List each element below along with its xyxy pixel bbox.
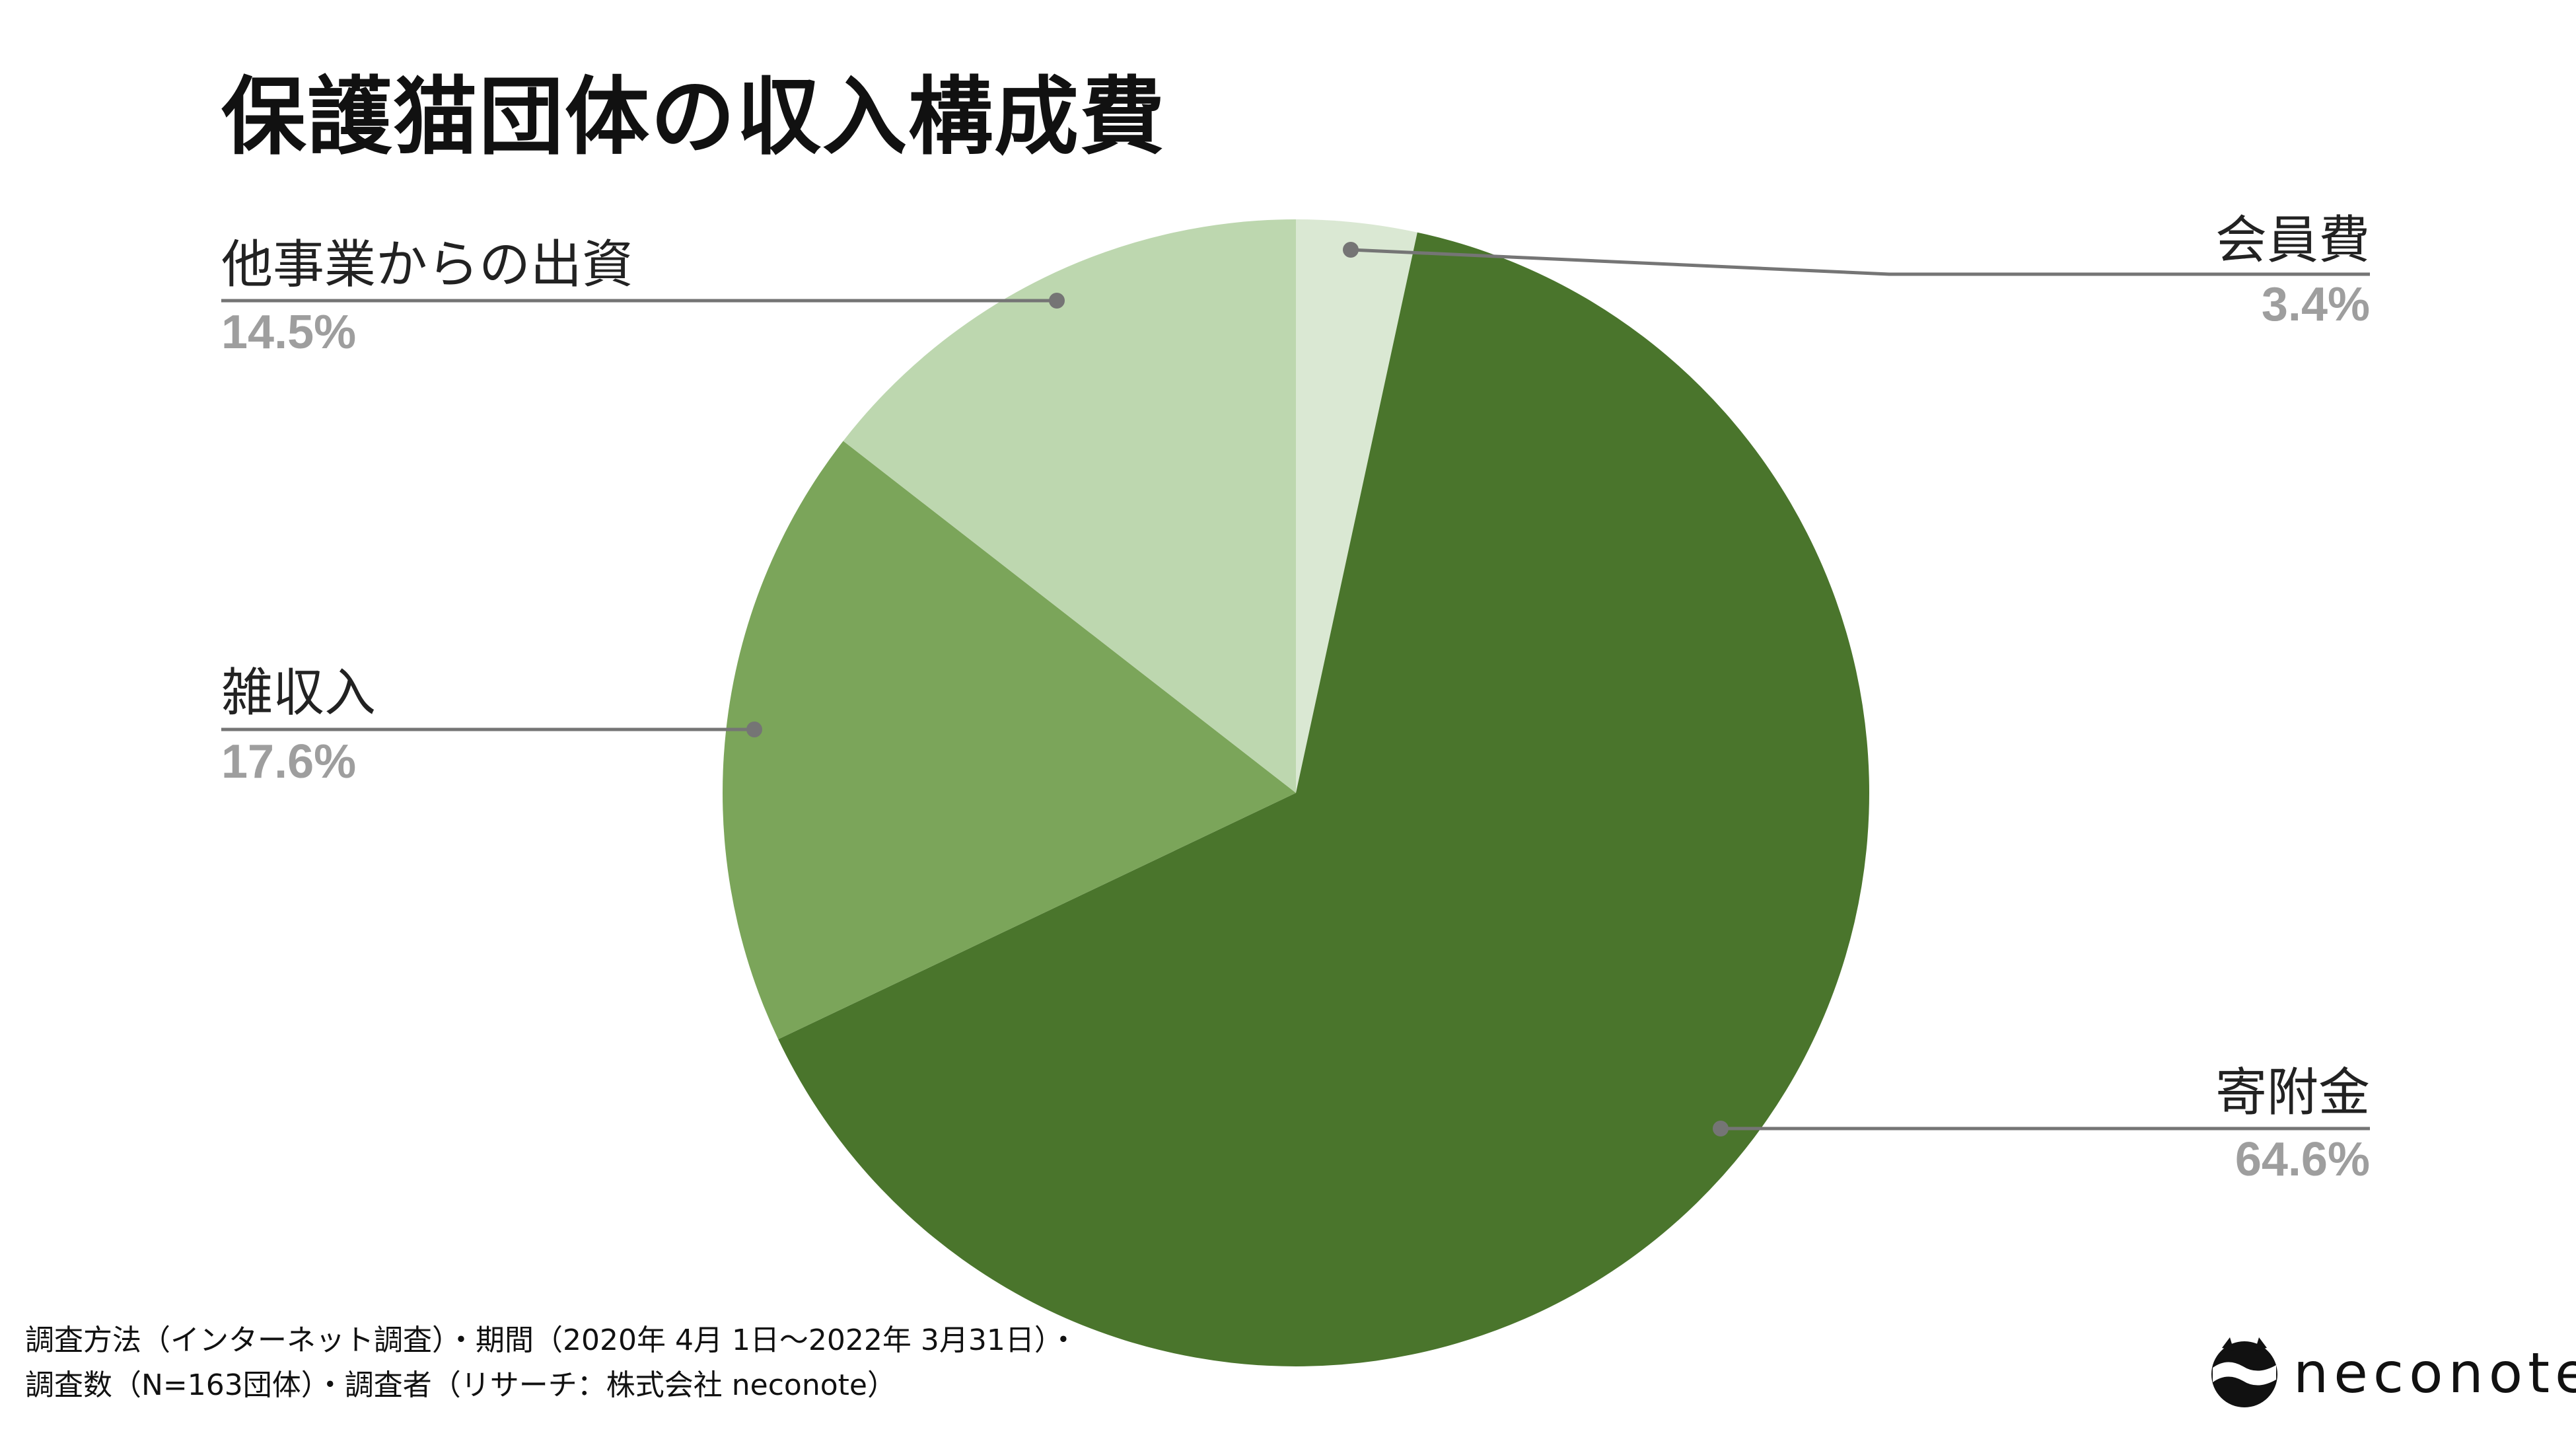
leader-dot-other-business xyxy=(1049,293,1065,309)
slice-value-misc-income: 17.6% xyxy=(221,735,357,788)
pie-slices xyxy=(723,219,1869,1366)
footnote-line-1: 調査方法（インターネット調査）・期間（2020年 4月 1日〜2022年 3月3… xyxy=(25,1323,1078,1357)
logo-wordmark: neconote xyxy=(2293,1341,2576,1405)
survey-footnote: 調査方法（インターネット調査）・期間（2020年 4月 1日〜2022年 3月3… xyxy=(25,1318,1078,1408)
leader-line-membership xyxy=(1350,248,2370,276)
leader-dot-membership xyxy=(1343,242,1359,258)
leader-dot-donation xyxy=(1713,1121,1729,1136)
pie-slice-misc-income xyxy=(723,441,1296,1039)
cat-logo-icon xyxy=(2211,1337,2277,1407)
slice-value-membership: 3.4% xyxy=(2261,278,2370,331)
slice-value-donation: 64.6% xyxy=(2235,1133,2370,1186)
slice-value-other-business: 14.5% xyxy=(221,306,357,359)
leader-lines xyxy=(221,242,2370,1136)
footnote-line-2: 調査数（N=163団体）・調査者（リサーチ：株式会社 neconote） xyxy=(25,1368,896,1403)
slice-label-membership: 会員費 xyxy=(2215,211,2370,270)
pie-slice-membership xyxy=(1296,219,1417,793)
slice-label-misc-income: 雑収入 xyxy=(221,663,376,723)
neconote-logo: neconote xyxy=(2205,1330,2576,1416)
slice-label-donation: 寄附金 xyxy=(2215,1063,2370,1123)
pie-slice-other-business xyxy=(843,219,1296,793)
pie-slice-donation xyxy=(778,232,1869,1366)
chart-title: 保護猫団体の収入構成費 xyxy=(221,68,1166,167)
slice-label-other-business: 他事業からの出資 xyxy=(221,235,634,295)
leader-dot-misc-income xyxy=(746,722,762,737)
